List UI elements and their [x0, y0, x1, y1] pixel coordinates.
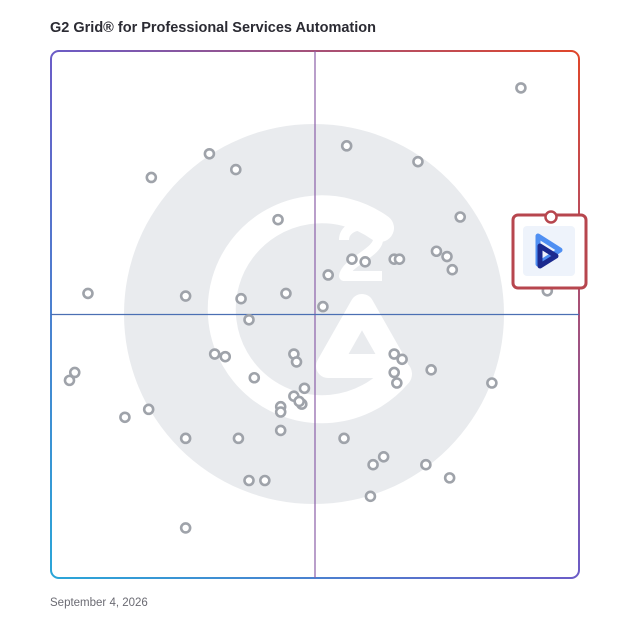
vendor-dot-35[interactable]	[388, 366, 401, 379]
vendor-dot-9[interactable]	[430, 245, 443, 258]
vendor-dot-14[interactable]	[393, 253, 406, 265]
vendor-dot-56[interactable]	[179, 522, 192, 534]
vendor-dot-15[interactable]	[446, 263, 459, 276]
vendor-dot-27[interactable]	[290, 356, 303, 368]
vendor-dot-48[interactable]	[338, 432, 350, 445]
vendor-dot-53[interactable]	[243, 474, 255, 487]
play-logo-icon	[535, 233, 563, 269]
vendor-dot-8[interactable]	[272, 213, 284, 226]
vendor-dot-11[interactable]	[346, 253, 358, 265]
highlight-marker	[544, 210, 558, 224]
vendor-dot-4[interactable]	[203, 147, 216, 160]
vendor-dot-49[interactable]	[377, 450, 390, 463]
vendor-dot-16[interactable]	[322, 269, 335, 281]
vendor-dot-33[interactable]	[248, 371, 261, 384]
points-layer	[63, 82, 554, 534]
vendor-dot-1[interactable]	[515, 82, 527, 94]
vendor-dot-40[interactable]	[142, 403, 155, 416]
vendor-dot-32[interactable]	[63, 374, 76, 387]
vendor-dot-24[interactable]	[208, 348, 221, 360]
vendor-dot-36[interactable]	[391, 377, 403, 389]
vendor-dot-43[interactable]	[293, 395, 305, 408]
vendor-dot-19[interactable]	[179, 290, 192, 302]
vendor-dot-28[interactable]	[388, 348, 401, 360]
vendor-dot-46[interactable]	[179, 432, 192, 445]
vendor-dot-54[interactable]	[259, 474, 271, 487]
vendor-dot-50[interactable]	[367, 458, 379, 471]
vendor-dot-6[interactable]	[145, 171, 158, 184]
highlighted-vendor[interactable]	[511, 210, 588, 290]
vendor-dot-5[interactable]	[230, 163, 242, 176]
vendor-dot-20[interactable]	[235, 292, 247, 305]
vendor-dot-44[interactable]	[119, 411, 131, 424]
vendor-dot-47[interactable]	[232, 432, 245, 445]
vendor-dot-37[interactable]	[486, 377, 498, 389]
vendor-dot-30[interactable]	[425, 364, 437, 376]
vendor-dot-31[interactable]	[68, 366, 81, 379]
vendor-dot-3[interactable]	[412, 155, 424, 168]
vendor-dot-12[interactable]	[359, 255, 371, 268]
vendor-dot-7[interactable]	[454, 211, 467, 223]
vendor-dot-22[interactable]	[317, 300, 329, 313]
chart-title: G2 Grid® for Professional Services Autom…	[50, 20, 377, 36]
vendor-dot-23[interactable]	[243, 313, 255, 326]
vendor-dot-51[interactable]	[420, 458, 432, 471]
vendor-dot-18[interactable]	[82, 287, 94, 300]
vendor-dot-21[interactable]	[280, 287, 292, 300]
vendor-dot-52[interactable]	[443, 472, 456, 484]
vendor-dot-42[interactable]	[274, 406, 287, 418]
report-date: September 4, 2026	[50, 597, 148, 609]
vendor-dot-25[interactable]	[219, 350, 232, 363]
vendor-dot-2[interactable]	[340, 140, 353, 152]
vendor-dot-55[interactable]	[364, 490, 377, 503]
vendor-dot-29[interactable]	[396, 353, 408, 366]
vendor-dot-34[interactable]	[298, 382, 311, 395]
vendor-dot-45[interactable]	[274, 424, 287, 437]
vendor-dot-10[interactable]	[441, 250, 453, 263]
